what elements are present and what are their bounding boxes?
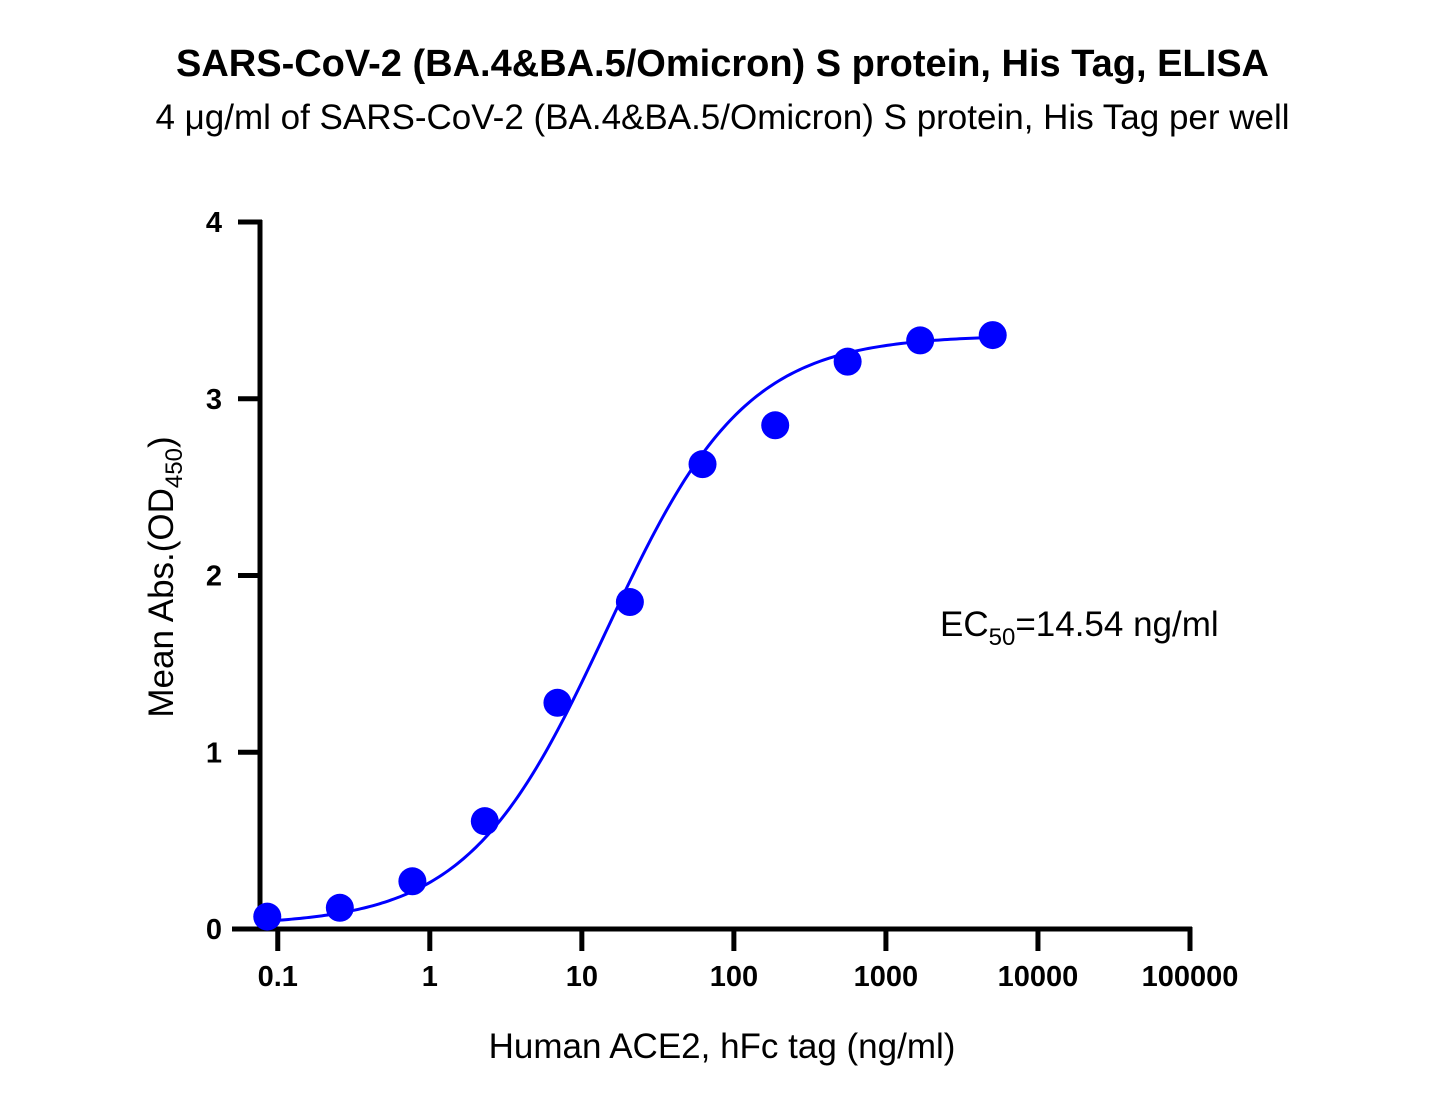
y-axis-title-end: ): [142, 436, 181, 448]
data-point-7: [688, 450, 717, 479]
data-point-5: [543, 688, 572, 717]
data-point-3: [398, 867, 427, 896]
y-tick-label-4: 4: [206, 207, 222, 239]
y-tick-label-2: 2: [206, 561, 222, 593]
data-point-2: [325, 893, 354, 922]
x-tick-label-10: 10: [566, 961, 598, 993]
y-axis-title-sub: 450: [161, 448, 188, 488]
x-tick-label-0.1: 0.1: [258, 961, 298, 993]
chart-subtitle: 4 μg/ml of SARS-CoV-2 (BA.4&BA.5/Omicron…: [155, 98, 1290, 137]
ec50-label-main: EC: [940, 605, 989, 644]
data-point-11: [978, 321, 1007, 350]
x-tick-label-1: 1: [422, 961, 438, 993]
x-tick-label-100: 100: [710, 961, 758, 993]
data-point-1: [253, 902, 282, 931]
ec50-annotation: EC50=14.54 ng/ml: [940, 605, 1219, 651]
data-point-9: [833, 347, 862, 376]
data-point-4: [470, 807, 499, 836]
tick-labels: 0 1 2 3 4 0.1 1 10 100 1000 10000 100000: [206, 207, 1239, 993]
x-tick-label-100000: 100000: [1142, 961, 1239, 993]
y-axis-title: Mean Abs.(OD450): [142, 436, 188, 717]
x-axis-title: Human ACE2, hFc tag (ng/ml): [489, 1027, 956, 1066]
y-tick-label-3: 3: [206, 384, 222, 416]
y-axis-title-main: Mean Abs.(OD: [142, 488, 181, 718]
y-tick-label-0: 0: [206, 914, 222, 946]
data-point-8: [761, 411, 790, 440]
data-point-6: [615, 588, 644, 617]
fit-curve: [267, 335, 993, 923]
axes: [232, 219, 1193, 951]
ec50-label-rest: =14.54 ng/ml: [1015, 605, 1218, 644]
data-points: [253, 321, 1007, 931]
y-tick-label-1: 1: [206, 737, 222, 769]
chart-title: SARS-CoV-2 (BA.4&BA.5/Omicron) S protein…: [176, 43, 1269, 85]
x-tick-label-10000: 10000: [998, 961, 1079, 993]
x-tick-label-1000: 1000: [854, 961, 919, 993]
data-point-10: [906, 326, 935, 355]
ec50-label-sub: 50: [989, 624, 1016, 651]
